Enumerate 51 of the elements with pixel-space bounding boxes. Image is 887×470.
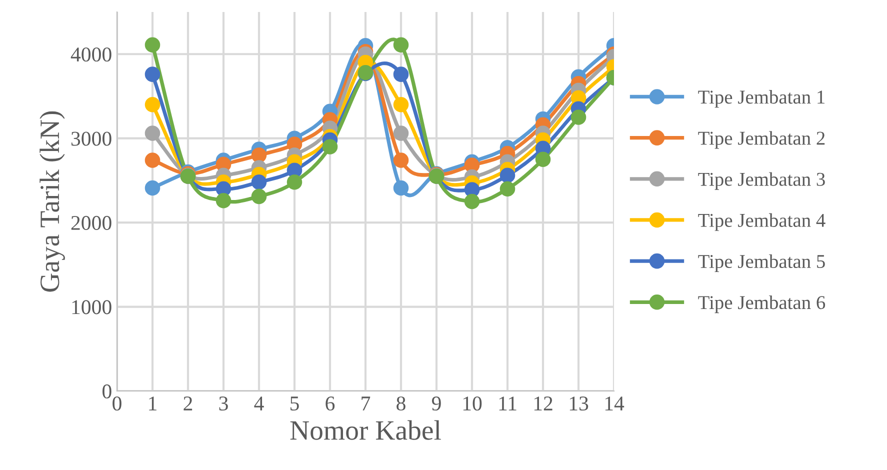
legend-label: Tipe Jembatan 6 (698, 295, 826, 314)
x-tick-label: 10 (463, 396, 482, 411)
y-tick-label: 1000 (72, 300, 112, 314)
point (144, 152, 160, 168)
y-tick-label: 4000 (70, 47, 112, 62)
legend-label: Tipe Jembatan 3 (698, 172, 825, 190)
x-tick-label: 12 (534, 396, 552, 410)
x-tick-label: 7 (362, 396, 370, 410)
x-tick-label: 6 (326, 396, 335, 411)
point (144, 97, 160, 112)
point (144, 180, 160, 196)
y-tick-label: 3000 (71, 132, 112, 146)
point (464, 194, 480, 210)
x-tick-label: 11 (499, 396, 516, 410)
x-axis-title: Nomor Kabel (290, 420, 441, 440)
x-tick-label: 8 (396, 396, 406, 411)
point (570, 110, 586, 125)
y-tick-label: 2000 (71, 216, 112, 230)
x-tick-label: 2 (184, 396, 192, 410)
point (393, 126, 409, 141)
legend-label: Tipe Jembatan 4 (698, 213, 826, 231)
point (144, 66, 160, 82)
point (144, 126, 160, 141)
point (144, 37, 160, 52)
x-tick-label: 4 (254, 396, 264, 410)
point (286, 174, 302, 190)
point (251, 148, 267, 163)
x-tick-label: 14 (605, 396, 624, 410)
point (500, 168, 516, 184)
y-axis-title: Gaya Tarik (kN) (40, 111, 65, 292)
y-tick-label: 0 (102, 384, 112, 398)
point (393, 97, 409, 112)
point (393, 180, 409, 196)
x-tick-label: 3 (219, 396, 228, 411)
legend-label: Tipe Jembatan 2 (698, 131, 825, 149)
point (393, 37, 409, 52)
x-tick-label: 0 (112, 396, 122, 411)
legend-label: Tipe Jembatan 1 (698, 90, 824, 108)
point (535, 152, 551, 168)
x-tick-label: 9 (432, 396, 441, 411)
point (393, 66, 409, 82)
point (322, 139, 338, 154)
legend-label: Tipe Jembatan 5 (698, 254, 825, 272)
point (393, 152, 409, 168)
point (251, 188, 267, 204)
x-tick-label: 1 (149, 396, 156, 410)
point (251, 174, 267, 190)
x-tick-label: 13 (570, 396, 588, 411)
point (216, 193, 232, 208)
point (500, 181, 516, 197)
x-tick-label: 5 (290, 396, 299, 411)
